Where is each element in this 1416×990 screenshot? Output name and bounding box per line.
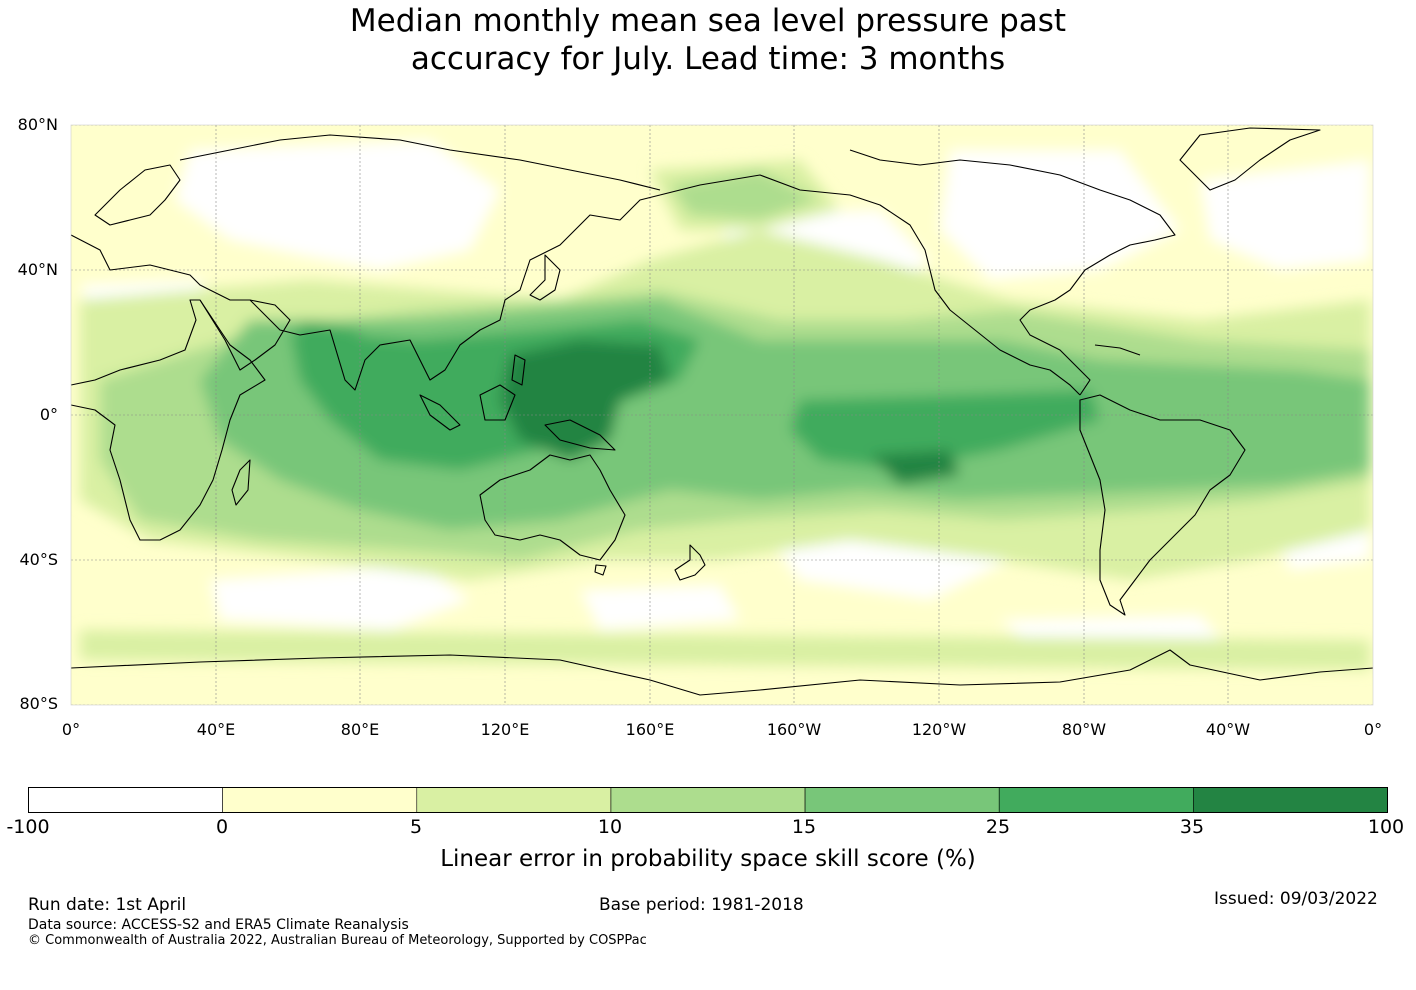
skill-band-10-15-north-pacific <box>670 170 820 220</box>
title-line-1: Median monthly mean sea level pressure p… <box>349 3 1067 39</box>
colorbar-tick-1: 0 <box>215 816 229 838</box>
colorbar-tick-2: 5 <box>409 816 423 838</box>
skill-band-25-35-central-pacific <box>790 390 1100 470</box>
colorbar-swatch-2 <box>416 787 612 813</box>
skill-band-25-35-north-indian <box>300 320 360 380</box>
lon-label-40w: 40°W <box>1205 720 1251 739</box>
colorbar-tick-5: 25 <box>985 816 1011 838</box>
colorbar-caption: Linear error in probability space skill … <box>440 846 976 872</box>
coast-scandinavia <box>94 164 181 226</box>
lon-label-80e: 80°E <box>340 720 380 739</box>
skill-patch-white-north-atlantic <box>1200 160 1370 270</box>
lon-label-0-west: 0° <box>61 720 81 739</box>
coast-greenland <box>1179 127 1321 191</box>
colorbar-tick-3: 10 <box>597 816 623 838</box>
coast-africa <box>71 299 266 541</box>
graticule <box>71 125 1373 705</box>
skill-field <box>80 140 1370 670</box>
colorbar-swatch-4 <box>804 787 1000 813</box>
skill-patch-white-south-indian <box>580 585 740 630</box>
coast-caribbean <box>1094 344 1141 356</box>
lat-label-0: 0° <box>39 405 58 424</box>
lon-label-160e: 160°E <box>625 720 675 739</box>
coast-new-guinea <box>544 419 616 451</box>
lat-label-80s: 80°S <box>19 694 58 713</box>
colorbar-tick-0: -100 <box>6 816 50 838</box>
lon-label-160w: 160°W <box>766 720 822 739</box>
issued-date: Issued: 09/03/2022 <box>1214 889 1378 909</box>
colorbar <box>28 787 1388 813</box>
run-date: Run date: 1st April <box>28 895 187 915</box>
coast-south-america <box>1079 394 1246 616</box>
skill-band-5-10-southern-ring <box>80 630 1370 670</box>
coast-arctic-eurasia <box>179 134 661 191</box>
colorbar-tick-4: 15 <box>791 816 817 838</box>
lat-label-80n: 80°N <box>17 115 58 134</box>
skill-score-map <box>70 124 1374 706</box>
colorbar-frame <box>28 787 1388 813</box>
skill-patch-white-eurasia <box>175 140 500 270</box>
data-source: Data source: ACCESS-S2 and ERA5 Climate … <box>28 917 409 933</box>
coast-north-america <box>659 174 1081 396</box>
colorbar-tick-6: 35 <box>1179 816 1205 838</box>
map-title: Median monthly mean sea level pressure p… <box>0 2 1416 78</box>
lon-label-120e: 120°E <box>480 720 530 739</box>
colorbar-swatch-5 <box>998 787 1194 813</box>
lon-label-80w: 80°W <box>1061 720 1107 739</box>
colorbar-swatch-6 <box>1193 787 1388 813</box>
lon-label-120w: 120°W <box>911 720 967 739</box>
coast-north-america-east <box>849 149 1176 396</box>
coast-antarctica <box>71 649 1373 696</box>
coast-australia <box>479 454 626 561</box>
colorbar-swatch-1 <box>222 787 418 813</box>
coast-sumatra <box>419 394 461 431</box>
coastlines <box>71 127 1373 696</box>
coast-japan <box>529 254 561 301</box>
coast-borneo <box>479 384 516 421</box>
skill-band-35-100-pacific <box>870 450 960 485</box>
skill-band-35-100-maritime <box>500 340 670 460</box>
coast-tasmania <box>594 564 607 576</box>
coast-philippines <box>511 354 526 386</box>
colorbar-tick-7: 100 <box>1367 816 1405 838</box>
colorbar-swatch-0 <box>28 787 223 813</box>
coast-madagascar <box>231 459 251 506</box>
lon-label-0-east: 0° <box>1363 720 1383 739</box>
coast-arabia <box>199 299 291 371</box>
coast-new-zealand <box>674 544 706 581</box>
skill-patch-white-southern-ocean <box>210 565 470 630</box>
map-frame <box>70 124 1374 706</box>
skill-patch-white-north-america <box>940 150 1180 280</box>
copyright: © Commonwealth of Australia 2022, Austra… <box>28 933 647 948</box>
coast-europe-asia <box>71 194 661 391</box>
colorbar-swatch-3 <box>610 787 806 813</box>
lat-label-40n: 40°N <box>17 260 58 279</box>
lon-label-40e: 40°E <box>196 720 236 739</box>
lat-label-40s: 40°S <box>19 550 58 569</box>
title-line-2: accuracy for July. Lead time: 3 months <box>410 41 1006 77</box>
base-period: Base period: 1981-2018 <box>599 895 804 915</box>
